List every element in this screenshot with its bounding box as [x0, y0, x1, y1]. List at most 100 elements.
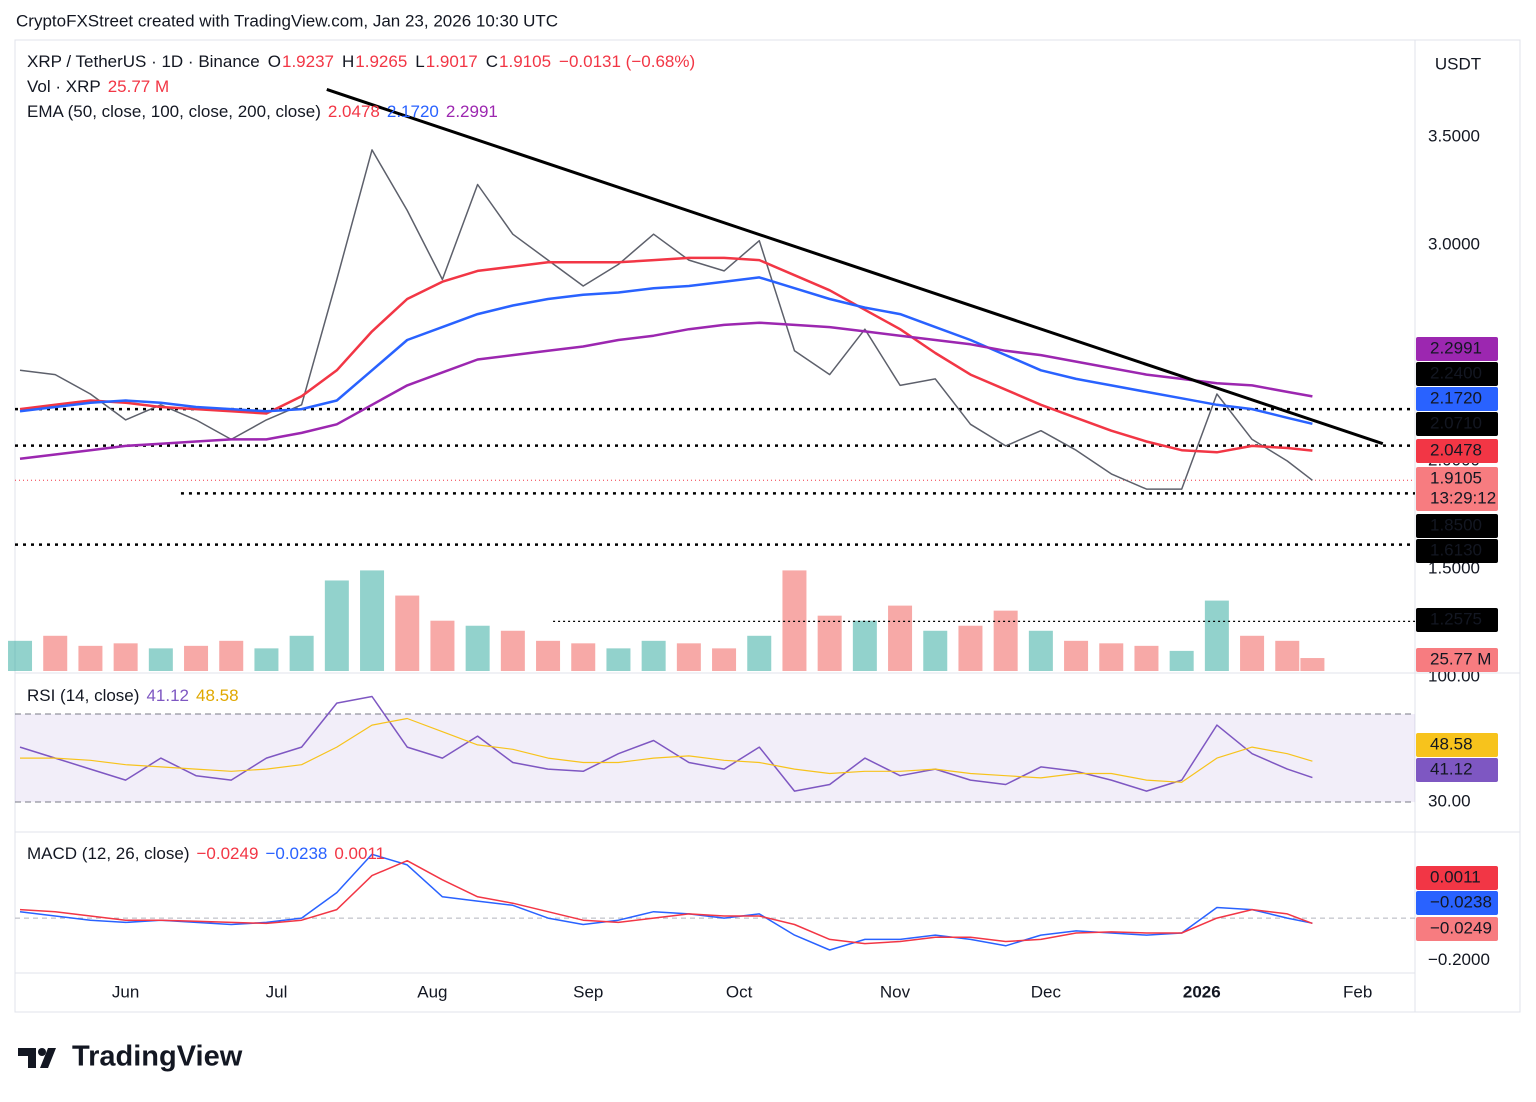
currency: USDT — [1435, 54, 1481, 73]
legend-item: 2.1720 — [387, 102, 439, 121]
volume-bar — [395, 595, 420, 671]
legend: Vol · XRP 25.77 M — [27, 77, 169, 96]
price-badge-label: 2.0478 — [1430, 440, 1482, 459]
logo-text: TradingView — [72, 1041, 243, 1073]
volume-bar — [254, 648, 279, 671]
volume-bar — [536, 640, 561, 671]
volume-bar — [289, 635, 314, 671]
x-tick-label: 2026 — [1183, 982, 1221, 1001]
price-badge-label: 1.8500 — [1430, 515, 1482, 534]
volume-bar — [606, 648, 631, 671]
price-badge — [1416, 758, 1498, 782]
legend-item: 25.77 M — [108, 77, 169, 96]
price-badge-label: 1.6130 — [1430, 540, 1482, 559]
volume-bar — [747, 635, 772, 671]
legend-item: MACD (12, 26, close) — [27, 844, 190, 863]
x-tick-label: Jul — [266, 982, 288, 1001]
volume-bar — [1028, 630, 1053, 671]
price-badge — [1416, 412, 1498, 436]
volume-bar — [1275, 640, 1300, 671]
legend-item: 48.58 — [196, 686, 239, 705]
price-badge — [1416, 387, 1498, 411]
y-tick-label: −0.2000 — [1428, 950, 1490, 969]
price-badge — [1416, 514, 1498, 538]
countdown: 13:29:12 — [1430, 488, 1496, 507]
frame — [14, 39, 1521, 1013]
y-tick-label: 3.5000 — [1428, 126, 1480, 145]
price-badge — [1416, 733, 1498, 757]
ohlc-value: 1.9105 — [499, 52, 551, 71]
price-badge — [1416, 467, 1498, 511]
x-tick-label: Feb — [1343, 982, 1372, 1001]
legend: EMA (50, close, 100, close, 200, close) 2… — [27, 102, 498, 121]
series-line — [19, 321, 1313, 461]
ohlc-value: 1.9237 — [282, 52, 334, 71]
symbol-name: XRP / TetherUS · 1D · Binance — [27, 52, 260, 71]
volume-bar — [148, 648, 173, 671]
price-badge-label: −0.0238 — [1430, 892, 1492, 911]
rsi-band-fill — [15, 714, 1415, 803]
volume-bar — [465, 625, 490, 671]
y-tick-label: 30.00 — [1428, 792, 1471, 811]
price-badge-label: 25.77 M — [1430, 649, 1491, 668]
volume-bar — [360, 570, 385, 671]
price-badge-label: 1.2575 — [1430, 609, 1482, 628]
x-tick-label: Oct — [726, 982, 753, 1001]
price-badge — [1416, 917, 1498, 941]
price-badge — [1416, 439, 1498, 463]
volume-bar — [641, 640, 666, 671]
logo-icon — [18, 1048, 56, 1068]
legend-item: −0.0238 — [265, 844, 327, 863]
legend-item: 2.2991 — [446, 102, 498, 121]
legend-item: RSI (14, close) — [27, 686, 139, 705]
volume-bar — [430, 620, 455, 671]
volume-bar — [1099, 643, 1124, 671]
volume-bar — [219, 640, 244, 671]
price-badge-label: 2.2400 — [1430, 363, 1482, 382]
volume-bar — [78, 645, 103, 671]
volume-bar — [324, 580, 349, 671]
volume-bar — [1134, 645, 1159, 671]
price-badge-label: 2.1720 — [1430, 388, 1482, 407]
ohlc-label: L — [415, 52, 424, 71]
legend-item: 41.12 — [146, 686, 189, 705]
volume-bar — [993, 610, 1018, 671]
volume-bar — [1064, 640, 1089, 671]
price-badge-label: −0.0249 — [1430, 918, 1492, 937]
price-badge-label: 41.12 — [1430, 759, 1473, 778]
volume-bar — [782, 570, 807, 671]
trendline — [326, 88, 1384, 446]
volume-bar — [712, 648, 737, 671]
volume-bar — [888, 605, 913, 671]
legend-item: Vol · XRP — [27, 77, 101, 96]
series-line — [19, 853, 1313, 951]
legend-item: 0.0011 — [334, 844, 385, 863]
volume-bar — [1169, 650, 1194, 671]
x-tick-label: Dec — [1031, 982, 1062, 1001]
volume-bar — [43, 635, 68, 671]
volume-bar — [676, 643, 701, 671]
price-badge — [1416, 608, 1498, 632]
price-badge-label: 2.2991 — [1430, 338, 1482, 357]
volume-bar — [1240, 635, 1265, 671]
price-badge — [1416, 337, 1498, 361]
price-badge-label: 48.58 — [1430, 734, 1473, 753]
volume-bar — [1300, 658, 1325, 671]
volume-bar — [1204, 600, 1229, 671]
volume-bar — [571, 643, 596, 671]
volume-bar — [852, 620, 877, 671]
volume-bar — [958, 625, 983, 671]
price-badge-label: 1.9105 — [1430, 468, 1482, 487]
credit: CryptoFXStreet created with TradingView.… — [16, 11, 558, 30]
series-line — [19, 859, 1313, 945]
legend: RSI (14, close) 41.12 48.58 — [27, 686, 239, 705]
ohlc-label: C — [486, 52, 498, 71]
x-tick-label: Aug — [417, 982, 447, 1001]
legend: XRP / TetherUS · 1D · Binance O1.9237 H1.9… — [27, 52, 695, 71]
x-tick-label: Nov — [880, 982, 911, 1001]
ohlc-label: O — [268, 52, 281, 71]
legend-item: −0.0249 — [197, 844, 259, 863]
series-line — [19, 149, 1313, 490]
